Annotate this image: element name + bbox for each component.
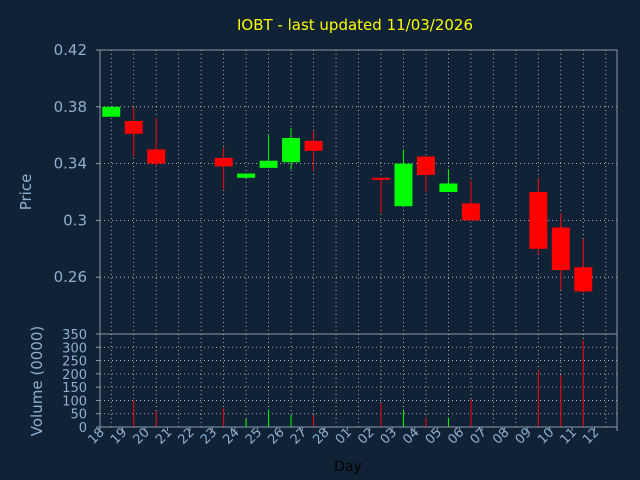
- candles: [102, 106, 593, 293]
- candle-body: [304, 140, 323, 151]
- volume-axis-label: Volume (0000): [28, 326, 46, 436]
- price-tick-label: 0.26: [54, 268, 87, 286]
- candle-body: [147, 149, 166, 164]
- price-tick-label: 0.42: [54, 41, 87, 59]
- volume-tick-label: 0: [79, 421, 87, 436]
- candle-body: [237, 173, 256, 178]
- volume-tick-label: 100: [62, 394, 87, 409]
- price-axis-label: Price: [17, 174, 35, 211]
- candle-body: [394, 163, 413, 207]
- volume-tick-label: 300: [62, 341, 87, 356]
- volume-tick-label: 150: [62, 381, 87, 396]
- volume-plot-frame: [99, 333, 618, 428]
- price-panel: 0.42 0.38 0.34 0.3 0.26: [54, 41, 618, 335]
- volume-tick-label: 350: [62, 328, 87, 343]
- candle-body: [259, 160, 278, 168]
- volume-tick-label: 200: [62, 368, 87, 383]
- candle-body: [551, 227, 570, 271]
- candle-body: [439, 183, 458, 192]
- x-axis-label: Day: [334, 459, 362, 475]
- candle-body: [461, 203, 480, 221]
- candle-body: [371, 177, 390, 180]
- candle-body: [416, 156, 435, 175]
- price-tick-label: 0.34: [54, 155, 87, 173]
- candle-body: [574, 267, 593, 292]
- candle-body: [529, 192, 548, 249]
- volume-bars: [133, 340, 584, 427]
- candle-body: [102, 106, 121, 117]
- candle-body: [282, 138, 301, 163]
- chart-title: IOBT - last updated 11/03/2026: [237, 16, 473, 34]
- volume-tick-label: 50: [70, 408, 87, 423]
- price-tick-label: 0.3: [63, 211, 87, 229]
- price-tick-label: 0.38: [54, 98, 87, 116]
- candle-body: [214, 157, 233, 167]
- x-axis-ticks: 18 19 20 21 22 23 24 25 26 27 28 01 02 03 04 05 06 07 08 09…: [86, 425, 618, 448]
- volume-tick-label: 250: [62, 355, 87, 370]
- price-axis-ticks: 0.42 0.38 0.34 0.3 0.26: [54, 41, 100, 286]
- candle-body: [124, 121, 143, 134]
